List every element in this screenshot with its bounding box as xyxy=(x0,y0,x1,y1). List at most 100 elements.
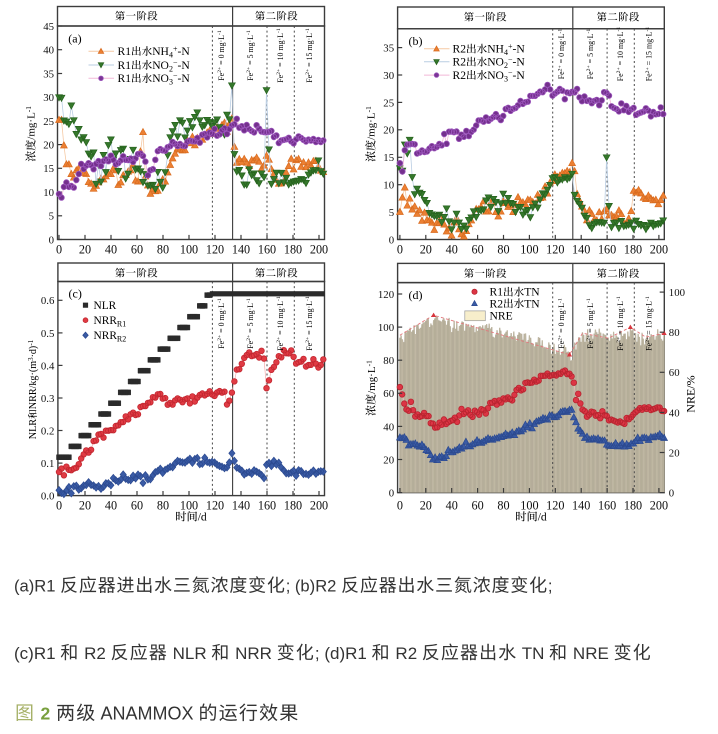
svg-text:2+: 2+ xyxy=(557,65,563,71)
svg-text:0: 0 xyxy=(56,499,62,513)
svg-text:-1: -1 xyxy=(246,30,252,35)
svg-text:L: L xyxy=(616,301,625,306)
svg-text:120: 120 xyxy=(378,289,394,301)
svg-text:Fe: Fe xyxy=(276,74,285,82)
svg-text:Fe: Fe xyxy=(557,340,566,348)
svg-text:40: 40 xyxy=(43,45,54,57)
svg-text:= 15 mg: = 15 mg xyxy=(305,308,314,336)
svg-text:L: L xyxy=(366,112,378,119)
svg-text:Fe: Fe xyxy=(246,72,255,80)
svg-text:80: 80 xyxy=(669,327,680,339)
svg-text:100: 100 xyxy=(520,242,538,256)
svg-text:3: 3 xyxy=(504,74,508,83)
svg-text:Fe: Fe xyxy=(586,71,595,79)
svg-text:60: 60 xyxy=(383,388,394,400)
svg-text:Fe: Fe xyxy=(305,74,314,82)
svg-text:25: 25 xyxy=(383,97,394,109)
svg-text:-N: -N xyxy=(513,69,526,82)
svg-text:200: 200 xyxy=(310,242,328,256)
svg-text:ANAMMOX: ANAMMOX xyxy=(97,704,199,724)
svg-text:NO: NO xyxy=(152,59,169,72)
svg-text:L: L xyxy=(276,301,285,306)
svg-text:(m: (m xyxy=(28,361,39,372)
svg-text:-N: -N xyxy=(513,56,526,69)
svg-text:180: 180 xyxy=(284,242,302,256)
svg-text:2+: 2+ xyxy=(586,335,592,341)
svg-text:NO: NO xyxy=(487,56,504,69)
svg-text:R2: R2 xyxy=(391,644,422,663)
svg-text:R2: R2 xyxy=(453,56,467,69)
svg-text:0: 0 xyxy=(389,234,394,246)
svg-text:(d): (d) xyxy=(409,288,423,302)
svg-text:140: 140 xyxy=(572,499,590,513)
svg-text:Fe: Fe xyxy=(645,73,654,81)
svg-text:-1: -1 xyxy=(364,106,373,112)
svg-text:·: · xyxy=(586,38,595,41)
svg-text:100: 100 xyxy=(520,499,538,513)
svg-text:20: 20 xyxy=(420,499,432,513)
svg-text:180: 180 xyxy=(624,499,642,513)
svg-text:200: 200 xyxy=(650,499,668,513)
svg-text:= 5 mg: = 5 mg xyxy=(586,41,595,65)
svg-text:= 0 mg: = 0 mg xyxy=(557,41,566,65)
svg-text:TN: TN xyxy=(524,297,540,310)
svg-text:-1: -1 xyxy=(364,360,373,366)
svg-text:-1: -1 xyxy=(276,296,282,301)
svg-text:2: 2 xyxy=(504,61,508,70)
svg-text:2+: 2+ xyxy=(276,69,282,75)
svg-text:-1: -1 xyxy=(616,296,622,301)
svg-text:2+: 2+ xyxy=(586,65,592,71)
svg-text:·: · xyxy=(366,119,378,123)
svg-text:35: 35 xyxy=(383,43,394,55)
svg-text:−: − xyxy=(173,72,178,81)
svg-text:25: 25 xyxy=(43,116,54,128)
svg-text:0: 0 xyxy=(49,234,54,246)
svg-text:(a): (a) xyxy=(68,31,81,45)
svg-text:L: L xyxy=(305,33,314,38)
svg-text:= 5 mg: = 5 mg xyxy=(246,310,255,334)
svg-text:2: 2 xyxy=(35,704,57,724)
svg-text:= 10 mg: = 10 mg xyxy=(616,39,625,67)
svg-text:-1: -1 xyxy=(586,29,592,34)
svg-text:2+: 2+ xyxy=(305,337,311,343)
svg-text:R2: R2 xyxy=(117,335,126,344)
svg-text:TN: TN xyxy=(517,644,549,663)
svg-text:160: 160 xyxy=(598,242,616,256)
svg-text:20: 20 xyxy=(383,125,394,137)
svg-text:−: − xyxy=(173,58,178,67)
svg-text:L: L xyxy=(217,303,226,308)
svg-text:·: · xyxy=(217,308,226,311)
svg-text:·: · xyxy=(28,354,39,357)
svg-text:= 10 mg: = 10 mg xyxy=(276,40,285,68)
svg-text:-1: -1 xyxy=(217,30,223,35)
svg-text:60: 60 xyxy=(472,242,484,256)
svg-text:160: 160 xyxy=(258,499,276,513)
svg-text:3: 3 xyxy=(27,357,35,361)
svg-text:0: 0 xyxy=(397,499,403,513)
svg-text:R1: R1 xyxy=(117,320,126,329)
svg-text:; (b)R2: ; (b)R2 xyxy=(286,577,341,596)
svg-text:NRE: NRE xyxy=(490,309,513,322)
svg-text:200: 200 xyxy=(650,242,668,256)
svg-text:·: · xyxy=(305,38,314,41)
svg-text:4: 4 xyxy=(504,48,508,57)
svg-text:0: 0 xyxy=(56,242,62,256)
svg-text:-N: -N xyxy=(513,43,526,56)
svg-text:30: 30 xyxy=(383,70,394,82)
svg-text:80: 80 xyxy=(497,242,509,256)
svg-text:-N: -N xyxy=(178,72,191,85)
svg-text:0.0: 0.0 xyxy=(41,491,55,503)
svg-text:(c): (c) xyxy=(69,287,82,301)
svg-text:·: · xyxy=(586,308,595,311)
svg-text:20: 20 xyxy=(79,499,91,513)
svg-text:160: 160 xyxy=(598,499,616,513)
svg-text:80: 80 xyxy=(383,355,394,367)
svg-text:Fe: Fe xyxy=(305,342,314,350)
svg-text:20: 20 xyxy=(420,242,432,256)
svg-text:60: 60 xyxy=(131,242,143,256)
svg-text:= 15 mg: = 15 mg xyxy=(645,39,654,67)
svg-text:0.1: 0.1 xyxy=(41,458,55,470)
svg-text:-1: -1 xyxy=(27,339,35,345)
svg-text:·: · xyxy=(557,308,566,311)
svg-text:2+: 2+ xyxy=(616,67,622,73)
